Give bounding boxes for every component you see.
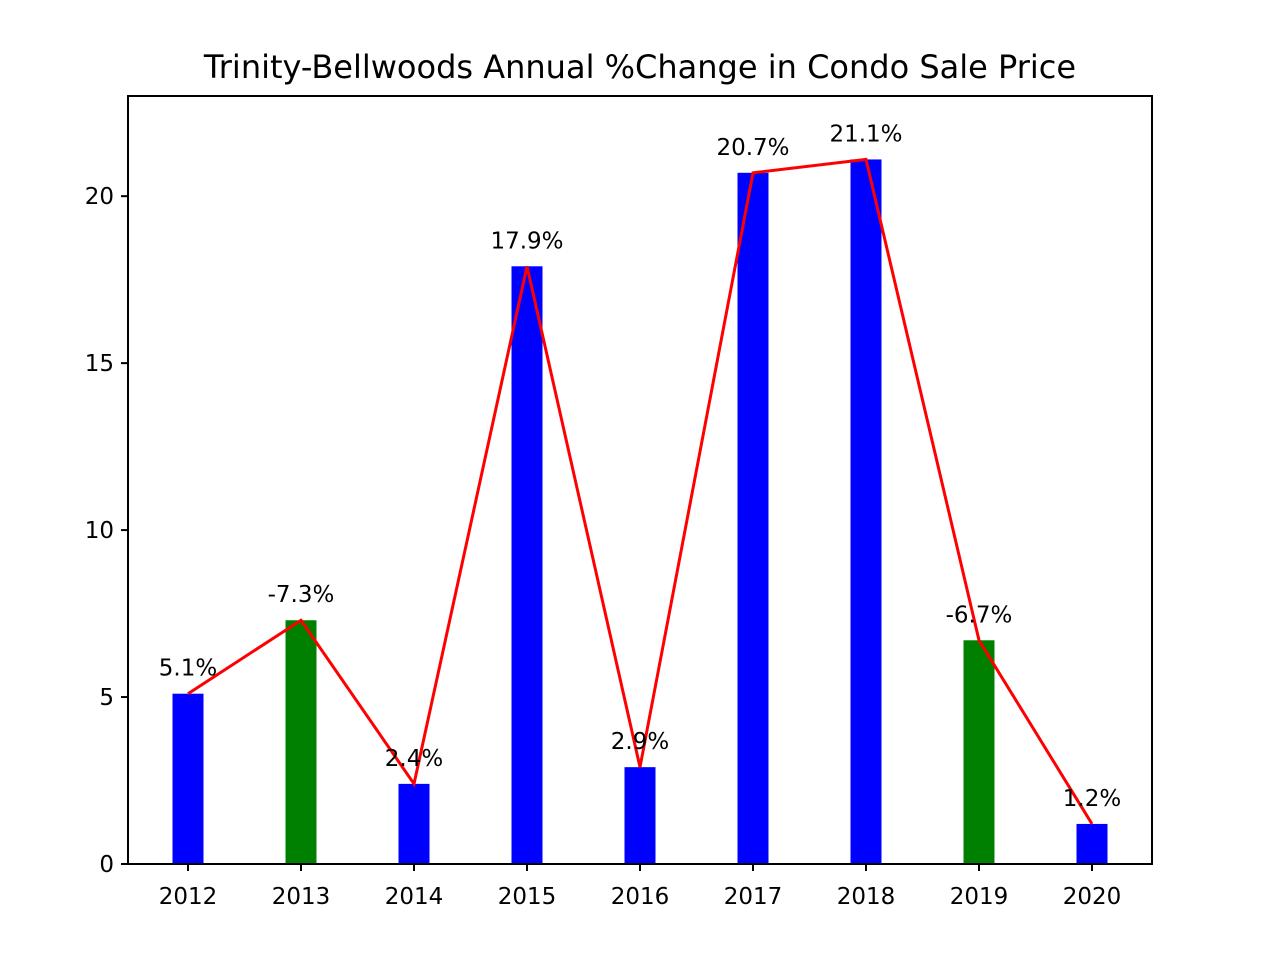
x-tick-label-2016: 2016 [611, 884, 670, 910]
x-tick-label-2017: 2017 [724, 884, 783, 910]
bar-2017 [737, 172, 769, 865]
data-label-2018: 21.1% [829, 121, 902, 147]
axes-layer: 0 5 10 15 20 2012 2013 2014 2015 2016 2017 2018 2019… [85, 95, 1153, 910]
bar-2018 [850, 159, 882, 864]
chart-title: Trinity-Bellwoods Annual %Change in Cond… [203, 48, 1076, 86]
bar-2012 [172, 693, 204, 864]
y-tick-label-5: 5 [99, 685, 114, 711]
data-label-2012: 5.1% [159, 656, 217, 682]
data-label-2019: -6.7% [946, 602, 1013, 628]
bar-2019 [963, 640, 995, 864]
x-tick-label-2013: 2013 [272, 884, 331, 910]
x-tick-label-2018: 2018 [837, 884, 896, 910]
x-tick-label-2015: 2015 [498, 884, 557, 910]
x-tick-label-2019: 2019 [950, 884, 1009, 910]
bar-2015 [511, 266, 543, 864]
data-label-2020: 1.2% [1063, 786, 1121, 812]
bar-2020 [1076, 823, 1108, 864]
data-label-2014: 2.4% [385, 746, 443, 772]
data-label-2016: 2.9% [611, 729, 669, 755]
y-tick-label-10: 10 [85, 518, 114, 544]
x-tick-label-2020: 2020 [1063, 884, 1122, 910]
bar-2013 [285, 620, 317, 864]
bar-2014 [398, 783, 430, 864]
bars-layer [172, 159, 1108, 865]
y-tick-label-15: 15 [85, 351, 114, 377]
y-tick-label-0: 0 [99, 852, 114, 878]
y-tick-label-20: 20 [85, 184, 114, 210]
trend-line-layer [187, 157, 1094, 825]
x-tick-label-2012: 2012 [159, 884, 218, 910]
trend-line [187, 157, 1094, 825]
data-label-2017: 20.7% [716, 135, 789, 161]
data-label-2013: -7.3% [268, 582, 335, 608]
data-label-2015: 17.9% [490, 228, 563, 254]
bar-2016 [624, 767, 656, 864]
data-labels-layer: 5.1% -7.3% 2.4% 17.9% 2.9% 20.7% 21.1% -6.7% 1.2… [159, 121, 1121, 811]
x-tick-label-2014: 2014 [385, 884, 444, 910]
